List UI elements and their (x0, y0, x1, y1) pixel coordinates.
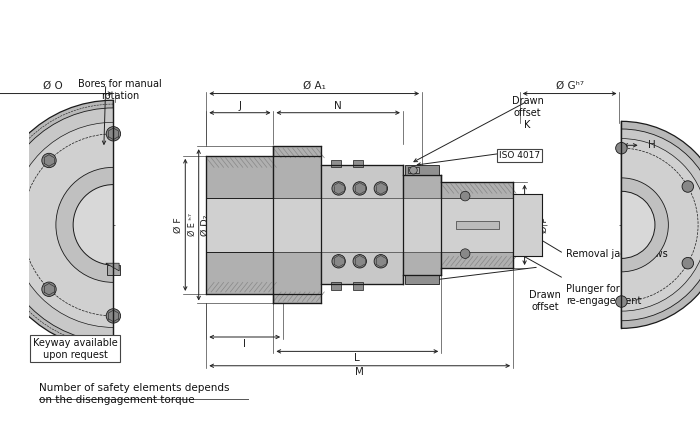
Wedge shape (622, 178, 668, 272)
Text: Ø E ʰ⁷: Ø E ʰ⁷ (188, 214, 197, 237)
Circle shape (682, 181, 694, 192)
Text: Ø B: Ø B (0, 217, 1, 233)
Circle shape (461, 249, 470, 258)
Circle shape (616, 296, 627, 307)
Text: Bores for manual
rotation: Bores for manual rotation (78, 79, 162, 101)
Text: Drawn
offset: Drawn offset (529, 290, 561, 311)
Text: Ø Gʰ⁷: Ø Gʰ⁷ (556, 81, 584, 91)
Bar (206, 156, 274, 294)
Bar (441, 198, 513, 252)
Text: N: N (335, 101, 342, 111)
Wedge shape (0, 108, 113, 342)
Wedge shape (622, 129, 700, 321)
Circle shape (616, 142, 627, 154)
Text: J: J (239, 101, 241, 111)
Wedge shape (73, 185, 113, 265)
Circle shape (106, 309, 120, 323)
Text: Keyway available
upon request: Keyway available upon request (33, 338, 118, 360)
Bar (353, 282, 363, 290)
Bar (331, 282, 341, 290)
Circle shape (682, 257, 694, 269)
Bar (274, 146, 321, 303)
Text: H: H (648, 140, 656, 150)
Circle shape (461, 191, 470, 201)
Wedge shape (0, 100, 113, 350)
Bar (456, 221, 498, 229)
Text: Number of safety elements depends
on the disengagement torque: Number of safety elements depends on the… (38, 384, 229, 405)
Wedge shape (622, 139, 700, 311)
Text: C₂: C₂ (366, 245, 377, 255)
Text: Ø F: Ø F (174, 217, 183, 233)
Circle shape (42, 282, 56, 296)
Circle shape (374, 182, 388, 195)
Bar (513, 194, 542, 256)
Text: Ø A₁: Ø A₁ (303, 81, 326, 91)
Text: I: I (243, 339, 246, 349)
Bar (403, 198, 441, 252)
Text: Removal jack screws: Removal jack screws (566, 249, 668, 259)
Bar (353, 159, 363, 167)
Polygon shape (106, 263, 119, 271)
Text: L: L (354, 353, 360, 363)
Text: Ø P: Ø P (540, 217, 550, 233)
Text: M: M (356, 367, 364, 377)
Wedge shape (10, 122, 113, 327)
Circle shape (410, 167, 417, 174)
Bar (274, 198, 321, 252)
Text: Ø D₂: Ø D₂ (201, 214, 210, 236)
Bar (206, 198, 274, 252)
Circle shape (353, 182, 366, 195)
Circle shape (332, 182, 345, 195)
Bar (407, 167, 419, 173)
Bar (321, 198, 403, 252)
Wedge shape (56, 167, 113, 282)
Bar (441, 182, 513, 268)
Wedge shape (622, 121, 700, 328)
Text: Drawn
offset
K: Drawn offset K (512, 97, 543, 130)
Bar (403, 175, 441, 275)
Bar (321, 165, 403, 284)
Circle shape (106, 127, 120, 141)
Wedge shape (622, 191, 655, 258)
Text: Ø D ᶠ⁷: Ø D ᶠ⁷ (528, 214, 537, 236)
Text: Plunger for
re-engagement: Plunger for re-engagement (566, 284, 641, 306)
Bar (331, 159, 341, 167)
Circle shape (42, 153, 56, 167)
Bar (405, 275, 440, 284)
Circle shape (353, 255, 366, 268)
Bar (106, 265, 120, 275)
Text: Ø O: Ø O (43, 81, 63, 91)
Circle shape (374, 255, 388, 268)
Text: C₁: C₁ (380, 196, 392, 206)
Bar (405, 165, 440, 175)
Text: ISO 4017: ISO 4017 (498, 151, 540, 160)
Circle shape (332, 255, 345, 268)
